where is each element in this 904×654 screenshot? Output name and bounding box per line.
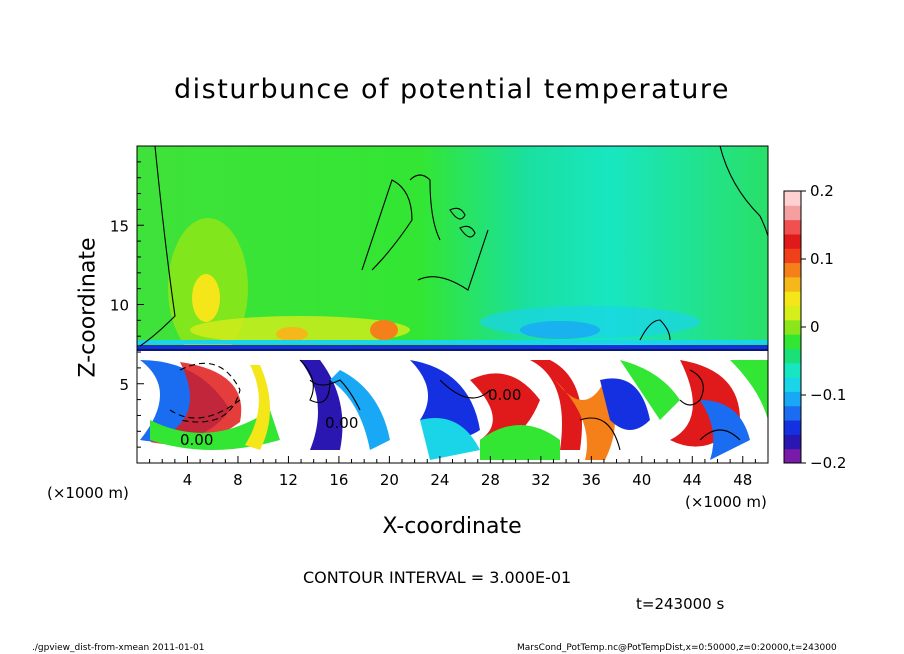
eddy-blue-5	[600, 378, 650, 430]
x-tick-label: 48	[733, 471, 752, 489]
colorbar-swatch	[784, 205, 801, 221]
colorbar-swatch	[784, 420, 801, 435]
x-tick-label: 44	[683, 471, 702, 489]
eddy-cyan-3	[420, 418, 480, 460]
x-axis-ticks: 4 8 12 16 20 24 28 32 36 40 44 48	[149, 456, 756, 489]
colorbar-swatch	[784, 319, 801, 335]
colorbar-swatch	[784, 305, 801, 321]
colorbar-swatch	[784, 248, 801, 264]
warm-core-left	[192, 274, 220, 322]
colorbar-tick-label: 0.1	[810, 250, 834, 268]
colorbar-swatch	[784, 434, 801, 450]
colorbar-swatch	[784, 233, 801, 249]
colorbar-swatch	[784, 334, 801, 349]
colorbar-swatch	[784, 391, 801, 407]
eddy-green-1	[150, 410, 280, 450]
x-unit-left: (×1000 m)	[47, 484, 129, 502]
y-axis-ticks: 5 10 15	[110, 161, 144, 448]
colorbar-tick-label: 0.2	[810, 182, 834, 200]
colorbar-ticks: 0.2 0.1 0 −0.1 −0.2	[801, 182, 846, 472]
colorbar-swatch	[784, 191, 801, 206]
cool-spot	[520, 321, 600, 339]
x-axis-label: X-coordinate	[382, 514, 522, 539]
colorbar-tick-label: −0.1	[810, 386, 846, 404]
x-tick-label: 12	[279, 471, 298, 489]
contour-lines	[137, 145, 769, 451]
footer-left: ./gpview_dist-from-xmean 2011-01-01	[32, 643, 205, 653]
warm-spot-1	[276, 327, 308, 341]
eddy-blue-6	[700, 400, 750, 460]
x-tick-label: 40	[632, 471, 651, 489]
eddy-red-4	[530, 360, 582, 450]
contour-label-2: 0.00	[325, 414, 358, 432]
y-tick-label: 10	[110, 297, 129, 315]
x-unit-right: (×1000 m)	[685, 493, 767, 511]
colorbar-tick-label: −0.2	[810, 454, 846, 472]
time-note: t=243000 s	[636, 595, 725, 613]
chart-title: disturbunce of potential temperature	[174, 74, 730, 105]
colorbar-swatch	[784, 448, 801, 464]
y-tick-label: 15	[110, 217, 129, 235]
x-tick-label: 32	[531, 471, 550, 489]
colorbar-swatch	[784, 219, 801, 235]
y-tick-label: 5	[119, 376, 129, 394]
warm-spot-2	[370, 320, 398, 340]
colorbar-swatch	[784, 262, 801, 278]
eddy-red-1	[150, 362, 242, 445]
colorbar	[784, 191, 801, 464]
eddy-red-3	[470, 373, 540, 442]
x-tick-label: 16	[329, 471, 348, 489]
x-tick-label: 4	[183, 471, 193, 489]
colorbar-swatch	[784, 276, 801, 292]
colorbar-swatch	[784, 377, 801, 392]
x-tick-label: 24	[430, 471, 449, 489]
eddy-yellow-1	[245, 365, 270, 450]
x-tick-label: 36	[582, 471, 601, 489]
eddy-orange-4	[555, 380, 615, 460]
interface-band-2	[137, 340, 768, 344]
x-tick-label: 20	[380, 471, 399, 489]
colorbar-swatch	[784, 362, 801, 378]
colorbar-tick-label: 0	[810, 318, 820, 336]
colorbar-swatch	[784, 291, 801, 307]
x-tick-label: 8	[233, 471, 243, 489]
eddy-blue-2	[300, 360, 343, 450]
footer-right: MarsCond_PotTemp.nc@PotTempDist,x=0:5000…	[517, 643, 837, 653]
y-axis-label: Z-coordinate	[75, 237, 101, 378]
eddy-blue-3	[410, 360, 480, 438]
interface-band	[137, 345, 768, 351]
colorbar-swatch	[784, 405, 801, 421]
contour-label-3: 0.00	[488, 386, 521, 404]
eddy-green-5	[620, 360, 680, 420]
x-tick-label: 28	[481, 471, 500, 489]
eddy-green-6	[730, 360, 768, 420]
eddy-green-3	[480, 425, 560, 460]
colorbar-swatch	[784, 348, 801, 364]
contour-interval-note: CONTOUR INTERVAL = 3.000E-01	[303, 568, 572, 587]
contour-label-1: 0.00	[180, 431, 213, 449]
